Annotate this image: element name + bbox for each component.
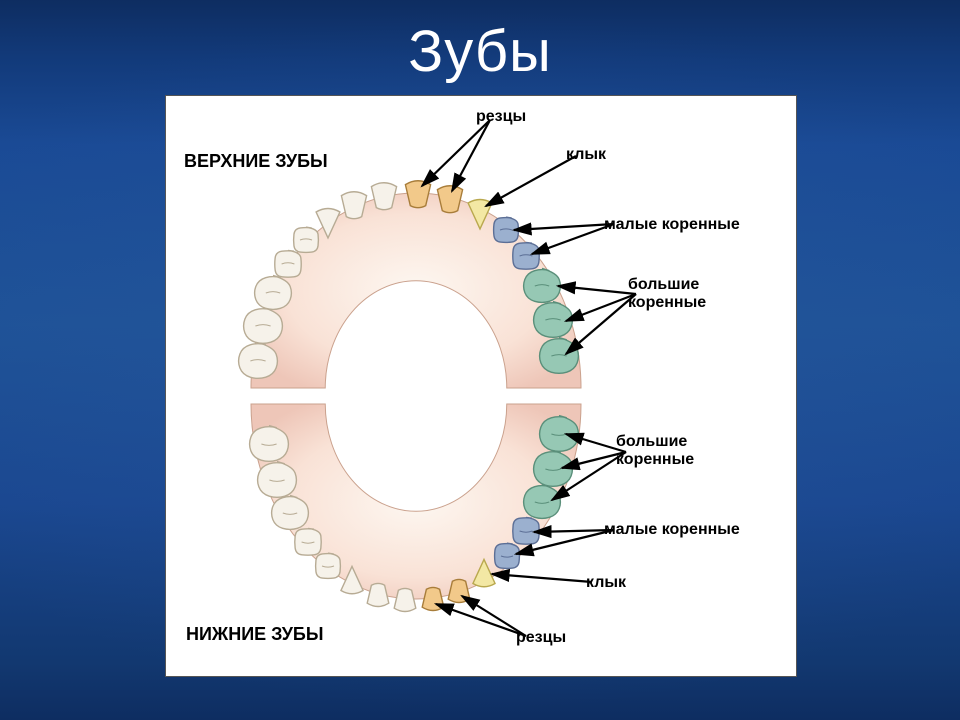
slide: Зубы ВЕРХНИЕ ЗУБЫ НИЖНИЕ ЗУБЫ резцы клык мал… bbox=[0, 0, 960, 720]
pointer-arrow bbox=[566, 294, 636, 354]
pointer-arrow bbox=[452, 120, 490, 191]
pointer-arrow bbox=[558, 286, 636, 294]
tooth-lower-left-molar bbox=[272, 495, 309, 529]
tooth-upper-left-molar bbox=[255, 275, 292, 309]
pointer-arrow bbox=[486, 156, 576, 206]
tooth-upper-left-incisor bbox=[341, 192, 366, 219]
teeth-diagram bbox=[166, 96, 796, 676]
tooth-upper-right-incisor bbox=[405, 181, 430, 208]
tooth-lower-right-premolar bbox=[513, 517, 539, 544]
tooth-lower-right-molar bbox=[534, 450, 573, 486]
tooth-lower-left-molar bbox=[258, 461, 297, 497]
label-premolars_bot: малые коренные bbox=[604, 521, 740, 539]
tooth-lower-right-molar bbox=[524, 484, 561, 518]
pointer-arrow bbox=[566, 294, 636, 321]
label-molars_bot: большие коренные bbox=[616, 433, 694, 470]
slide-title: Зубы bbox=[0, 18, 960, 85]
label-canine_bot: клык bbox=[586, 574, 626, 592]
label-premolars_top: малые коренные bbox=[604, 216, 740, 234]
tooth-upper-left-molar bbox=[244, 307, 283, 343]
tooth-upper-left-incisor bbox=[371, 183, 396, 210]
tooth-upper-left-premolar bbox=[275, 250, 301, 277]
tooth-upper-left-premolar bbox=[294, 227, 319, 252]
pointer-arrow bbox=[422, 120, 490, 186]
tooth-upper-right-incisor bbox=[437, 186, 462, 213]
tooth-upper-right-molar bbox=[524, 268, 561, 302]
tooth-upper-right-molar bbox=[534, 301, 573, 337]
label-molars_top: большие коренные bbox=[628, 276, 706, 313]
label-incisors_bot: резцы bbox=[516, 629, 566, 647]
tooth-lower-right-molar bbox=[540, 415, 579, 451]
label-upper_teeth: ВЕРХНИЕ ЗУБЫ bbox=[184, 151, 328, 172]
tooth-lower-right-incisor bbox=[422, 587, 444, 610]
tooth-lower-left-premolar bbox=[316, 553, 341, 578]
label-canine_top: клык bbox=[566, 146, 606, 164]
pointer-arrow bbox=[534, 530, 614, 532]
tooth-lower-left-premolar bbox=[295, 528, 321, 555]
tooth-lower-right-premolar bbox=[495, 543, 520, 568]
tooth-lower-left-molar bbox=[250, 425, 289, 461]
label-lower_teeth: НИЖНИЕ ЗУБЫ bbox=[186, 624, 324, 645]
tooth-upper-right-premolar bbox=[513, 242, 539, 269]
tooth-upper-left-molar bbox=[239, 342, 278, 378]
pointer-arrow bbox=[492, 574, 592, 582]
tooth-lower-left-incisor bbox=[394, 588, 416, 611]
tooth-lower-left-incisor bbox=[367, 583, 389, 606]
diagram-panel: ВЕРХНИЕ ЗУБЫ НИЖНИЕ ЗУБЫ резцы клык малые ко… bbox=[165, 95, 797, 677]
label-incisors_top: резцы bbox=[476, 108, 526, 126]
tooth-upper-right-molar bbox=[540, 337, 579, 373]
